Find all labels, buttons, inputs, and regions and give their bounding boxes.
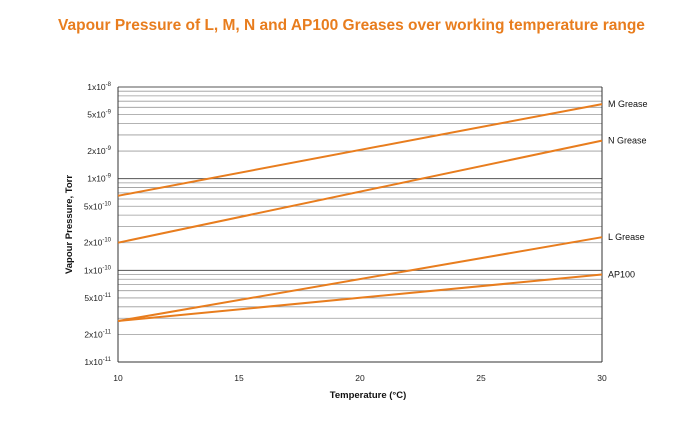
x-tick-label: 20 <box>355 373 365 383</box>
y-tick-label: 1x10-10 <box>84 265 112 275</box>
y-tick-label: 1x10-9 <box>87 174 111 184</box>
y-axis-ticks: 1x10-8 5x10-9 2x10-9 1x10-9 5x10-10 2x10-10 1x… <box>84 82 112 367</box>
y-tick-label: 1x10-11 <box>84 357 111 367</box>
y-tick-label: 2x10-10 <box>84 238 112 248</box>
series-line <box>117 273 603 322</box>
x-axis-label: Temperature (°C) <box>330 390 406 401</box>
series-lines <box>117 103 603 322</box>
series-line <box>117 236 603 322</box>
x-axis-ticks: 10 15 20 25 30 <box>113 373 607 383</box>
y-tick-label: 2x10-11 <box>84 329 111 339</box>
series-line <box>117 139 603 244</box>
y-tick-label: 5x10-11 <box>84 293 111 303</box>
y-tick-label: 1x10-8 <box>87 82 111 92</box>
series-label: L Grease <box>608 232 645 242</box>
chart-title: Vapour Pressure of L, M, N and AP100 Gre… <box>58 17 645 34</box>
y-tick-label: 5x10-10 <box>84 201 112 211</box>
series-labels: M Grease N Grease L Grease AP100 <box>608 99 648 279</box>
series-label: M Grease <box>608 99 648 109</box>
series-label: N Grease <box>608 136 647 146</box>
x-tick-label: 30 <box>597 373 607 383</box>
y-axis-label: Vapour Pressure, Torr <box>64 175 75 274</box>
series-label: AP100 <box>608 270 635 280</box>
grid-lines <box>117 86 603 363</box>
x-tick-label: 25 <box>476 373 486 383</box>
series-line <box>117 103 603 197</box>
x-tick-label: 15 <box>234 373 244 383</box>
y-tick-label: 2x10-9 <box>87 146 111 156</box>
x-tick-label: 10 <box>113 373 123 383</box>
y-tick-label: 5x10-9 <box>87 110 111 120</box>
